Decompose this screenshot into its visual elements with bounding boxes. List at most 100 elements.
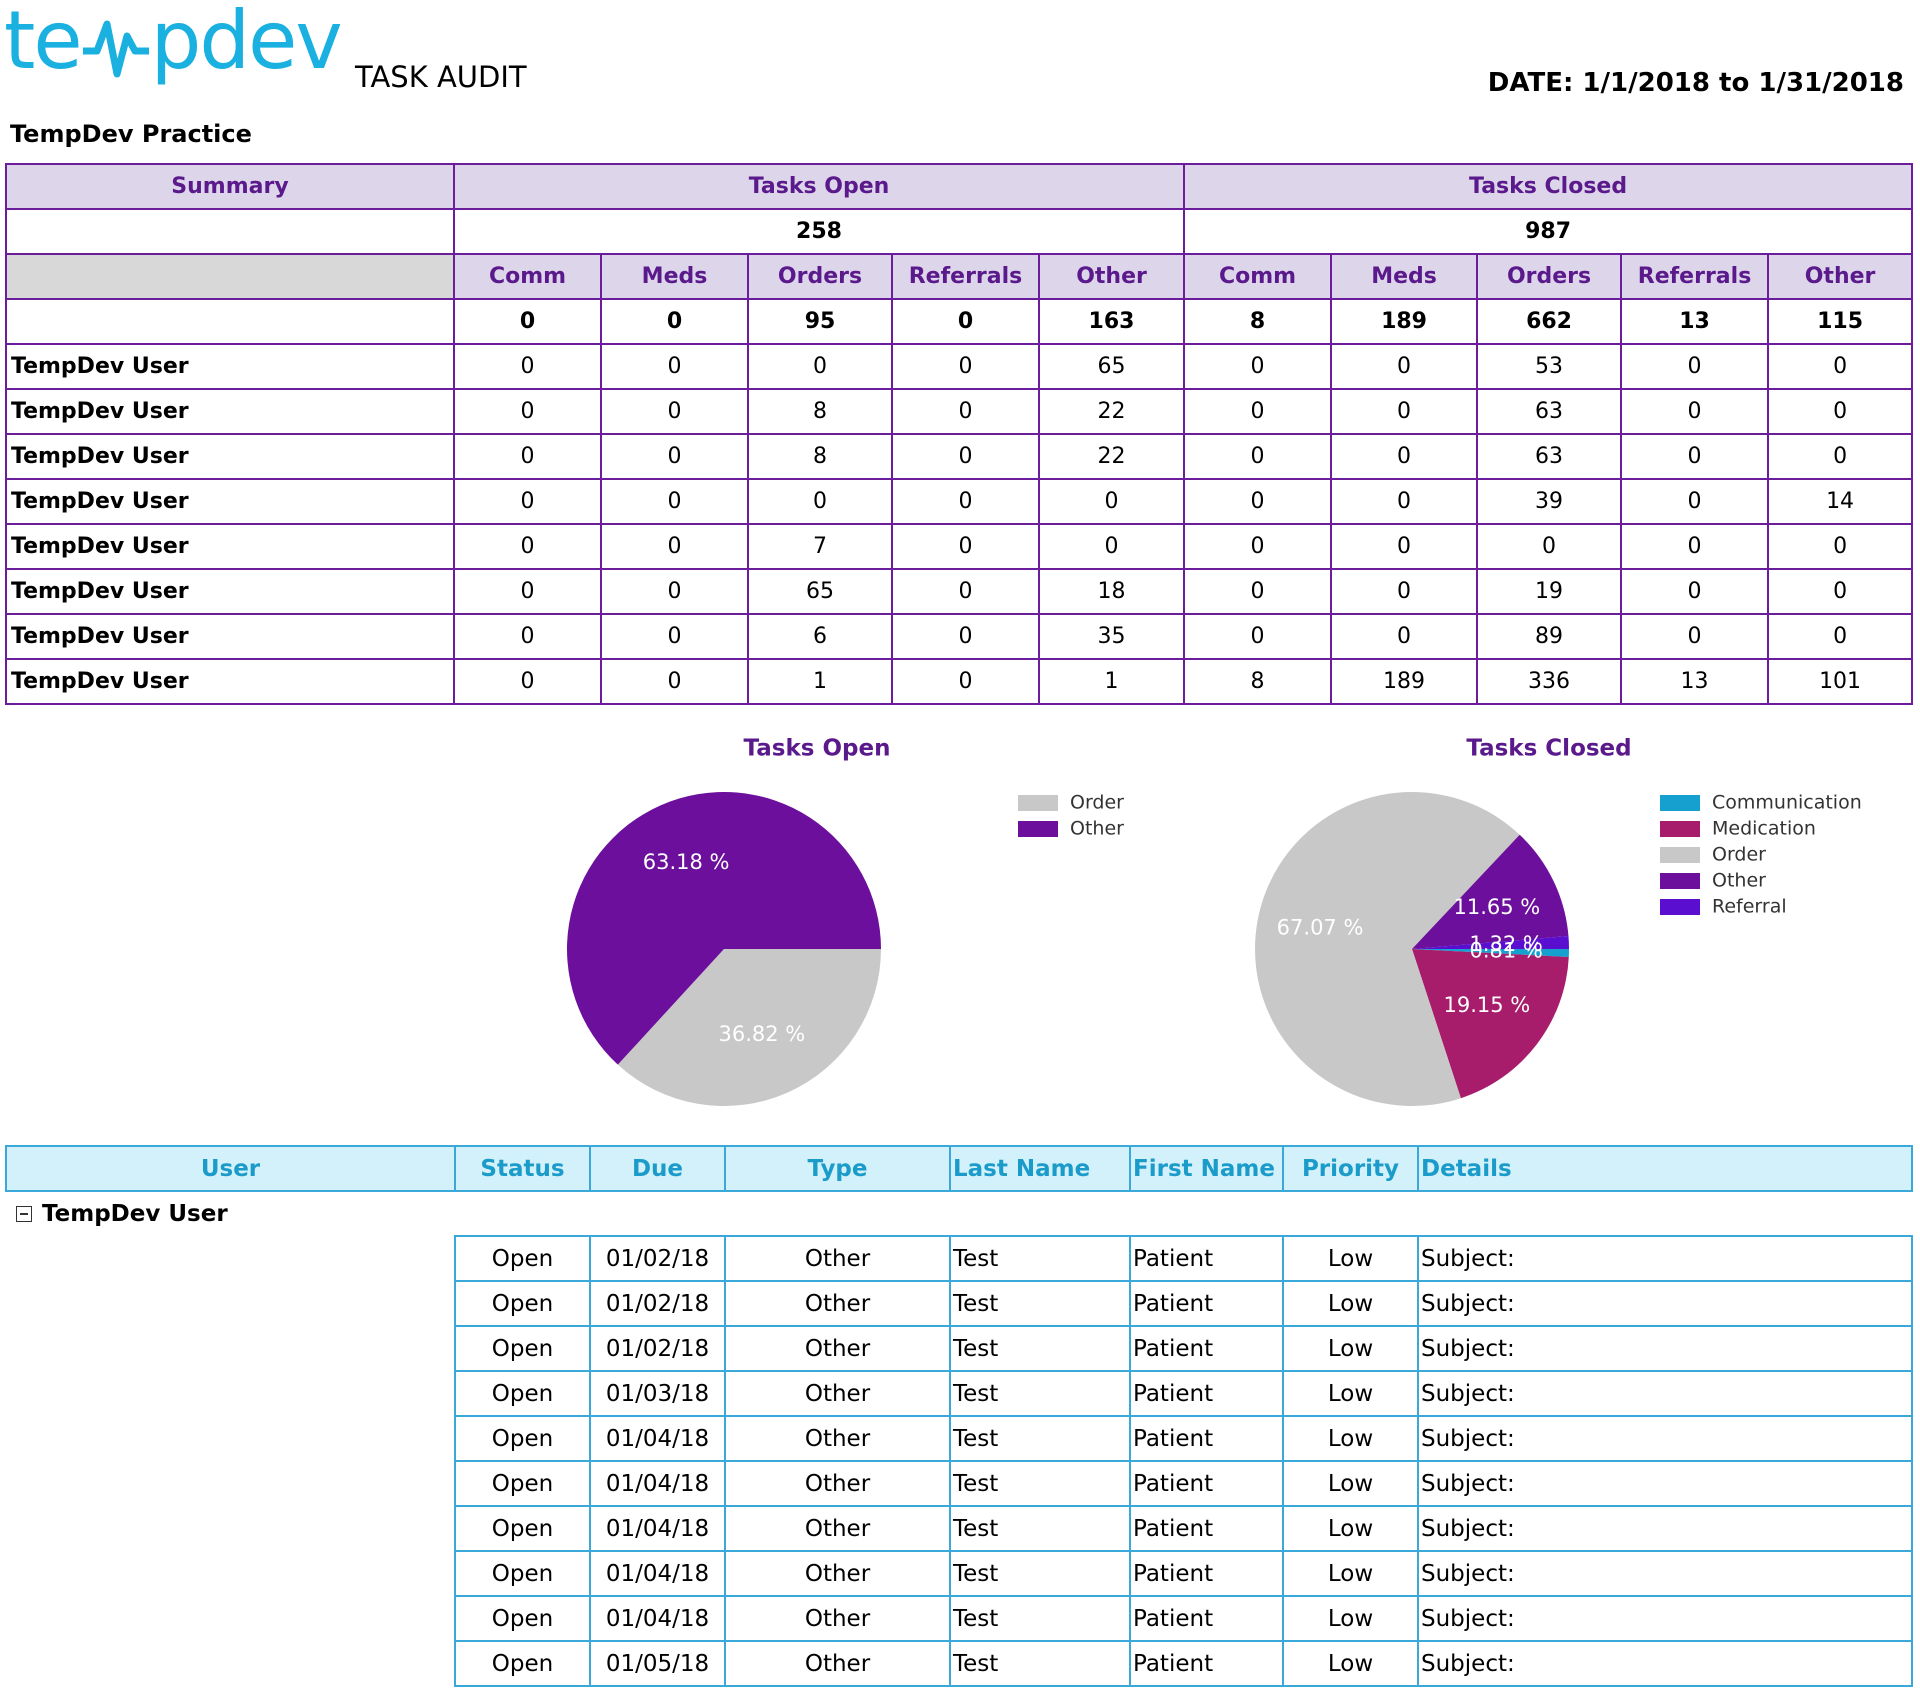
legend-swatch — [1660, 873, 1700, 889]
task-cell: 01/04/18 — [589, 1415, 726, 1462]
group-total: 987 — [1183, 208, 1914, 255]
task-cell: Other — [724, 1550, 951, 1597]
logo: te pdev — [4, 0, 343, 87]
charts: Tasks Open 36.82 % 63.18 % Order Other Tasks … — [567, 736, 1862, 1106]
cell — [6, 1506, 455, 1551]
count-cell: 63 — [1476, 433, 1623, 480]
count-cell: 0 — [453, 433, 602, 480]
task-row: Open 01/02/18 Other Test Patient Low Subject: — [6, 1325, 1913, 1372]
task-row: Open 01/04/18 Other Test Patient Low Subject: — [6, 1460, 1913, 1507]
summary-table: Summary Tasks Open Tasks Closed 258 987 Comm M… — [5, 163, 1914, 705]
count-cell: 0 — [453, 613, 602, 660]
count-cell: 19 — [1476, 568, 1623, 615]
count-cell: 0 — [1330, 388, 1479, 435]
count-cell: 0 — [600, 523, 749, 570]
column-header: First Name — [1129, 1145, 1284, 1192]
collapse-icon — [16, 1206, 32, 1222]
header-cell: Tasks Closed — [1183, 163, 1914, 210]
legend-label: Other — [1070, 818, 1124, 840]
user-name: TempDev User — [5, 568, 455, 615]
task-cell: Open — [454, 1550, 591, 1597]
count-cell: 0 — [600, 343, 749, 390]
count-cell: 39 — [1476, 478, 1623, 525]
task-row: Open 01/04/18 Other Test Patient Low Subject: — [6, 1505, 1913, 1552]
total-cell: 13 — [1620, 298, 1770, 345]
cell — [6, 1551, 455, 1596]
task-cell: 01/02/18 — [589, 1325, 726, 1372]
cell — [6, 1326, 455, 1371]
count-cell: 0 — [747, 343, 893, 390]
count-cell: 0 — [891, 658, 1040, 705]
task-cell: Low — [1282, 1505, 1419, 1552]
task-cell: Test — [949, 1235, 1131, 1282]
count-cell: 65 — [747, 568, 893, 615]
logo-text: pdev — [150, 0, 343, 87]
count-cell: 0 — [1620, 613, 1770, 660]
task-cell: Subject: — [1417, 1325, 1913, 1372]
legend-swatch — [1018, 821, 1058, 837]
task-cell: Other — [724, 1595, 951, 1642]
count-cell: 0 — [1620, 388, 1770, 435]
pie-slice — [1255, 792, 1520, 1106]
task-cell: Patient — [1129, 1235, 1284, 1282]
task-cell: Subject: — [1417, 1550, 1913, 1597]
task-cell: Open — [454, 1640, 591, 1687]
task-cell: Subject: — [1417, 1505, 1913, 1552]
date-range: DATE: 1/1/2018 to 1/31/2018 — [1487, 68, 1904, 98]
task-cell: Test — [949, 1595, 1131, 1642]
count-cell: 0 — [1620, 568, 1770, 615]
task-cell: Low — [1282, 1370, 1419, 1417]
task-cell: Open — [454, 1595, 591, 1642]
task-cell: Other — [724, 1280, 951, 1327]
task-cell: 01/04/18 — [589, 1550, 726, 1597]
count-cell: 0 — [1767, 433, 1914, 480]
count-cell: 0 — [600, 433, 749, 480]
task-cell: Patient — [1129, 1505, 1284, 1552]
column-row: Comm Meds Orders Referrals Other Comm Meds Orde… — [5, 253, 1914, 300]
task-row: Open 01/03/18 Other Test Patient Low Subject: — [6, 1370, 1913, 1417]
total-cell: 115 — [1767, 298, 1914, 345]
count-cell: 0 — [453, 658, 602, 705]
practice-name: TempDev Practice — [10, 120, 252, 148]
user-row: TempDev User 0 0 8 0 22 0 0 63 0 0 — [5, 433, 1914, 480]
slice-label: 36.82 % — [719, 1022, 806, 1046]
task-row: Open 01/05/18 Other Test Patient Low Subject: — [6, 1640, 1913, 1687]
pie-slice — [1412, 834, 1569, 949]
task-cell: Other — [724, 1235, 951, 1282]
count-cell: 0 — [1037, 478, 1186, 525]
total-cell: 8 — [1183, 298, 1333, 345]
count-cell: 0 — [1620, 523, 1770, 570]
task-cell: Other — [724, 1460, 951, 1507]
total-cell: 163 — [1037, 298, 1186, 345]
total-cell: 95 — [747, 298, 893, 345]
user-name: TempDev User — [5, 433, 455, 480]
count-cell: 0 — [1620, 478, 1770, 525]
task-cell: 01/04/18 — [589, 1460, 726, 1507]
count-cell: 0 — [891, 568, 1040, 615]
legend-swatch — [1660, 847, 1700, 863]
column-header: Orders — [747, 253, 893, 300]
task-cell: Test — [949, 1550, 1131, 1597]
legend-label: Other — [1712, 870, 1766, 892]
cell — [5, 208, 455, 255]
slice-label: 67.07 % — [1277, 915, 1364, 939]
count-cell: 13 — [1620, 658, 1770, 705]
legend-swatch — [1018, 795, 1058, 811]
pie-slice — [567, 792, 881, 1065]
count-cell: 22 — [1037, 433, 1186, 480]
slice-label: 0.81 % — [1469, 938, 1542, 962]
user-row: TempDev User 0 0 65 0 18 0 0 19 0 0 — [5, 568, 1914, 615]
column-header: Meds — [600, 253, 749, 300]
totals-row: 0 0 95 0 163 8 189 662 13 115 — [5, 298, 1914, 345]
user-row: TempDev User 0 0 0 0 65 0 0 53 0 0 — [5, 343, 1914, 390]
count-cell: 0 — [600, 658, 749, 705]
count-cell: 89 — [1476, 613, 1623, 660]
task-cell: Subject: — [1417, 1415, 1913, 1462]
user-name: TempDev User — [5, 658, 455, 705]
cell — [6, 1371, 455, 1416]
task-cell: Subject: — [1417, 1460, 1913, 1507]
column-header: Status — [454, 1145, 591, 1192]
count-cell: 0 — [891, 478, 1040, 525]
user-name: TempDev User — [5, 388, 455, 435]
count-cell: 63 — [1476, 388, 1623, 435]
